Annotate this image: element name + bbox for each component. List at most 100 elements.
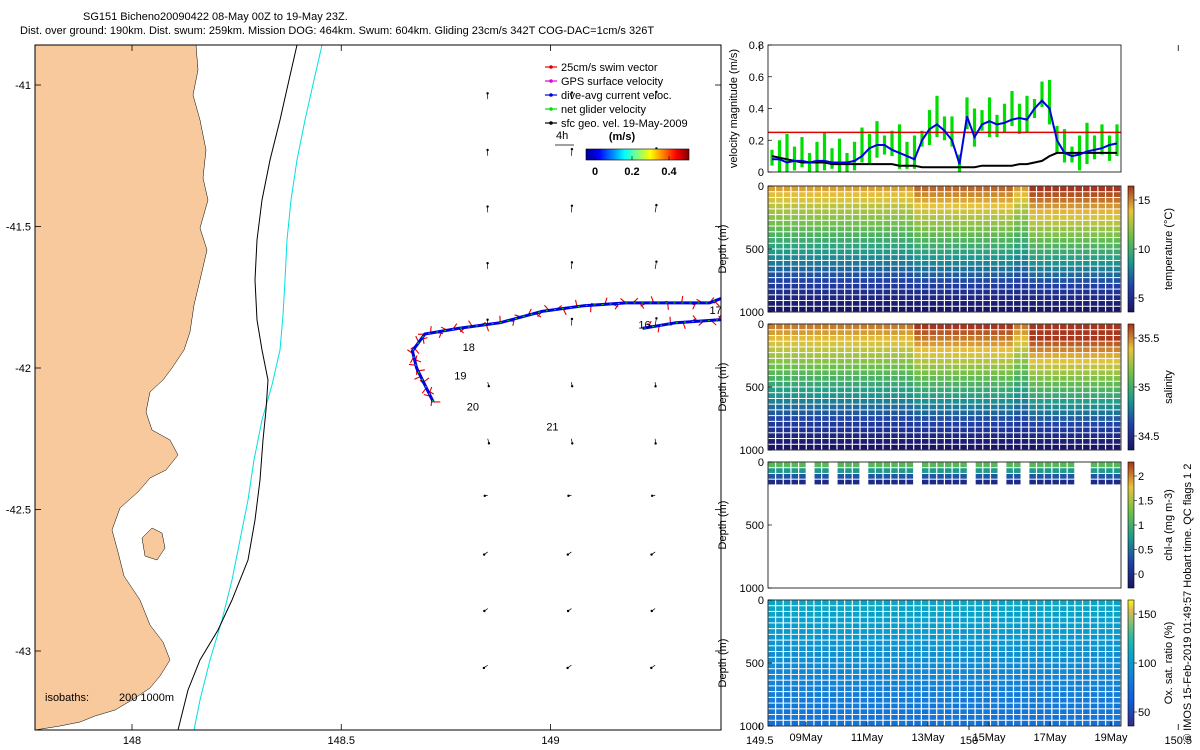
section-cell xyxy=(998,416,1006,421)
section-cell xyxy=(975,249,983,255)
section-cell xyxy=(1029,640,1036,646)
section-cell xyxy=(1113,289,1121,295)
map-xtick-label: 150.5 xyxy=(1164,735,1192,747)
section-cell xyxy=(1044,243,1052,249)
section-cell xyxy=(991,427,998,433)
section-cell xyxy=(875,301,883,306)
section-cell xyxy=(799,697,806,703)
section-cell xyxy=(883,353,891,358)
section-cell xyxy=(860,301,868,306)
colorbar-tick-label: 0.4 xyxy=(661,166,677,178)
section-cell xyxy=(852,232,860,238)
section-cell xyxy=(1113,209,1121,215)
section-cell xyxy=(845,468,852,473)
section-cell xyxy=(929,249,937,255)
section-cell xyxy=(1014,330,1021,335)
section-cell xyxy=(998,209,1006,215)
section-cell xyxy=(845,197,852,203)
section-cell xyxy=(898,410,906,416)
section-cell xyxy=(768,427,775,433)
map-ytick-label: -41 xyxy=(15,80,31,92)
section-cell xyxy=(776,209,783,215)
section-cell xyxy=(960,364,967,370)
section-cell xyxy=(983,617,990,623)
section-cell xyxy=(945,301,952,306)
section-cell xyxy=(937,283,944,289)
section-cell xyxy=(829,335,837,341)
section-cell xyxy=(1060,186,1067,192)
section-cell xyxy=(991,646,998,652)
section-cell xyxy=(1006,606,1013,611)
section-cell xyxy=(991,720,998,726)
section-cell xyxy=(1029,629,1036,634)
section-cell xyxy=(860,697,868,703)
section-cell xyxy=(906,272,914,278)
section-cell xyxy=(1075,266,1082,272)
geo-velocity-arrowhead xyxy=(910,316,912,318)
section-cell xyxy=(937,364,944,370)
section-cell xyxy=(952,652,960,657)
geo-velocity-arrowhead xyxy=(1155,385,1157,387)
section-cell xyxy=(1014,720,1021,726)
section-cell xyxy=(868,370,875,376)
section-cell xyxy=(1075,232,1082,238)
section-cell xyxy=(1113,703,1121,709)
section-cell xyxy=(1052,634,1059,640)
net-velocity-bar xyxy=(875,121,879,158)
section-cell xyxy=(1021,600,1029,606)
section-cell xyxy=(1014,479,1021,485)
section-cell xyxy=(921,272,929,278)
section-cell xyxy=(1083,692,1090,697)
section-cell xyxy=(1113,249,1121,255)
section-cell xyxy=(1044,335,1052,341)
section-cell xyxy=(791,393,798,398)
section-cell xyxy=(845,255,852,260)
section-cell xyxy=(1060,295,1067,301)
section-cell xyxy=(799,266,806,272)
section-cell xyxy=(991,272,998,278)
section-cell xyxy=(952,260,960,266)
section-cell xyxy=(837,427,845,433)
section-cell xyxy=(852,220,860,226)
section-cell xyxy=(1090,364,1098,370)
section-cell xyxy=(768,353,775,358)
section-cell xyxy=(768,243,775,249)
section-cell xyxy=(1098,473,1105,479)
section-cell xyxy=(929,473,937,479)
section-cell xyxy=(898,347,906,353)
section-cell xyxy=(791,398,798,404)
section-cell xyxy=(1090,283,1098,289)
section-cell xyxy=(776,623,783,629)
section-cell xyxy=(960,197,967,203)
section-cell xyxy=(960,473,967,479)
section-cell xyxy=(829,606,837,611)
section-cell xyxy=(968,324,975,330)
section-cell xyxy=(1052,680,1059,686)
section-cell xyxy=(1083,634,1090,640)
section-cell xyxy=(860,255,868,260)
section-cell xyxy=(814,341,822,347)
section-cell xyxy=(1106,433,1113,439)
section-cell xyxy=(1075,617,1082,623)
section-cell xyxy=(799,243,806,249)
section-cell xyxy=(883,347,891,353)
section-cell xyxy=(983,243,990,249)
section-cell xyxy=(837,381,845,387)
geo-velocity-arrowhead xyxy=(486,318,489,321)
section-cell xyxy=(945,715,952,720)
section-cell xyxy=(952,606,960,611)
section-cell xyxy=(822,306,829,312)
section-cell xyxy=(1075,381,1082,387)
section-cell xyxy=(991,324,998,330)
section-cell xyxy=(845,398,852,404)
section-cell xyxy=(1106,278,1113,283)
section-cell xyxy=(1037,387,1044,393)
section-cell xyxy=(868,410,875,416)
section-cell xyxy=(921,629,929,634)
section-cell xyxy=(1029,715,1036,720)
section-cell xyxy=(968,686,975,692)
section-cell xyxy=(814,243,822,249)
section-cell xyxy=(806,606,814,611)
section-cell xyxy=(1021,295,1029,301)
section-cell xyxy=(914,330,921,335)
